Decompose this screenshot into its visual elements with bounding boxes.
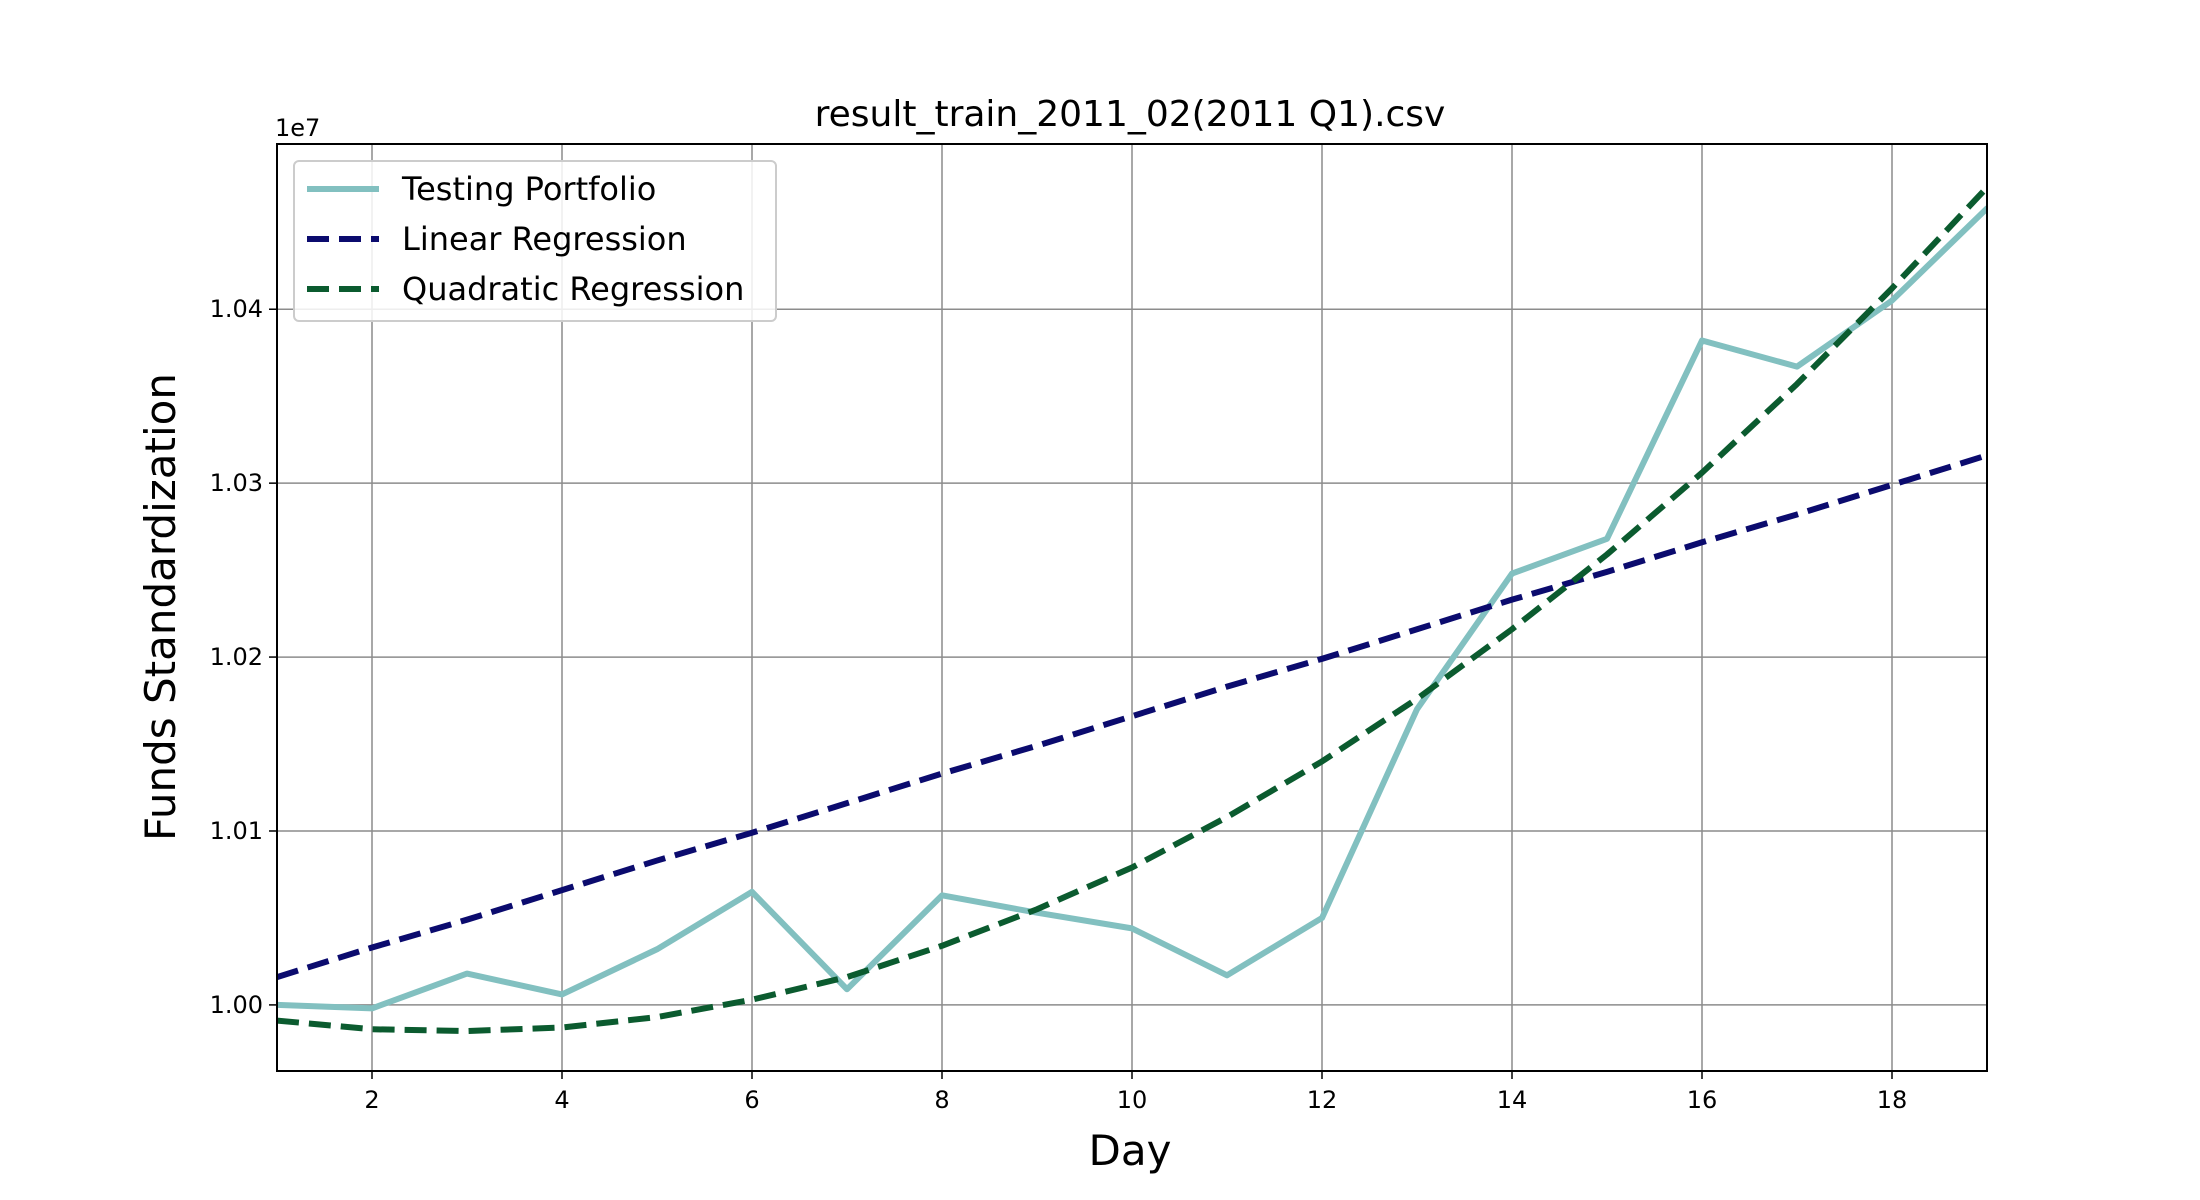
y-tick-label: 1.02	[210, 643, 263, 671]
x-tick-label: 10	[1117, 1086, 1148, 1114]
series-group	[277, 185, 1987, 1034]
y-tick-label: 1.01	[210, 817, 263, 845]
legend-label: Quadratic Regression	[402, 270, 744, 308]
legend-label: Linear Regression	[402, 220, 687, 258]
series-line-testing-portfolio	[277, 205, 1987, 1012]
y-offset-label: 1e7	[275, 114, 320, 142]
x-tick-label: 18	[1877, 1086, 1908, 1114]
x-tick-label: 4	[554, 1086, 569, 1114]
series-line-linear-regression	[277, 452, 1987, 980]
legend-box	[293, 160, 777, 322]
x-tick-label: 16	[1687, 1086, 1718, 1114]
legend: Testing Portfolio Linear Regression Quadra…	[293, 160, 777, 322]
x-tick-label: 6	[744, 1086, 759, 1114]
chart-title: result_train_2011_02(2011 Q1).csv	[815, 94, 1446, 135]
axis-ticks: 2 4 6 8 10 12 14 16 18 1.00 1.01 1.02 1.03 1.04	[210, 295, 1908, 1114]
x-axis-title: Day	[1089, 1126, 1172, 1175]
x-tick-label: 12	[1307, 1086, 1338, 1114]
legend-label: Testing Portfolio	[401, 170, 656, 208]
y-tick-label: 1.04	[210, 295, 263, 323]
x-tick-label: 14	[1497, 1086, 1528, 1114]
y-tick-label: 1.00	[210, 991, 263, 1019]
x-tick-label: 8	[934, 1086, 949, 1114]
x-tick-label: 2	[364, 1086, 379, 1114]
y-tick-label: 1.03	[210, 469, 263, 497]
series-line-quadratic-regression	[277, 185, 1987, 1034]
y-axis-title: Funds Standardization	[136, 373, 185, 841]
